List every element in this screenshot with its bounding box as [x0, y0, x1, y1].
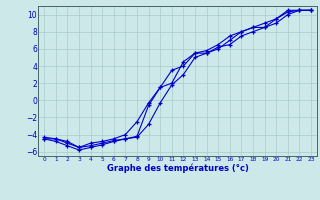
X-axis label: Graphe des températures (°c): Graphe des températures (°c)	[107, 163, 249, 173]
